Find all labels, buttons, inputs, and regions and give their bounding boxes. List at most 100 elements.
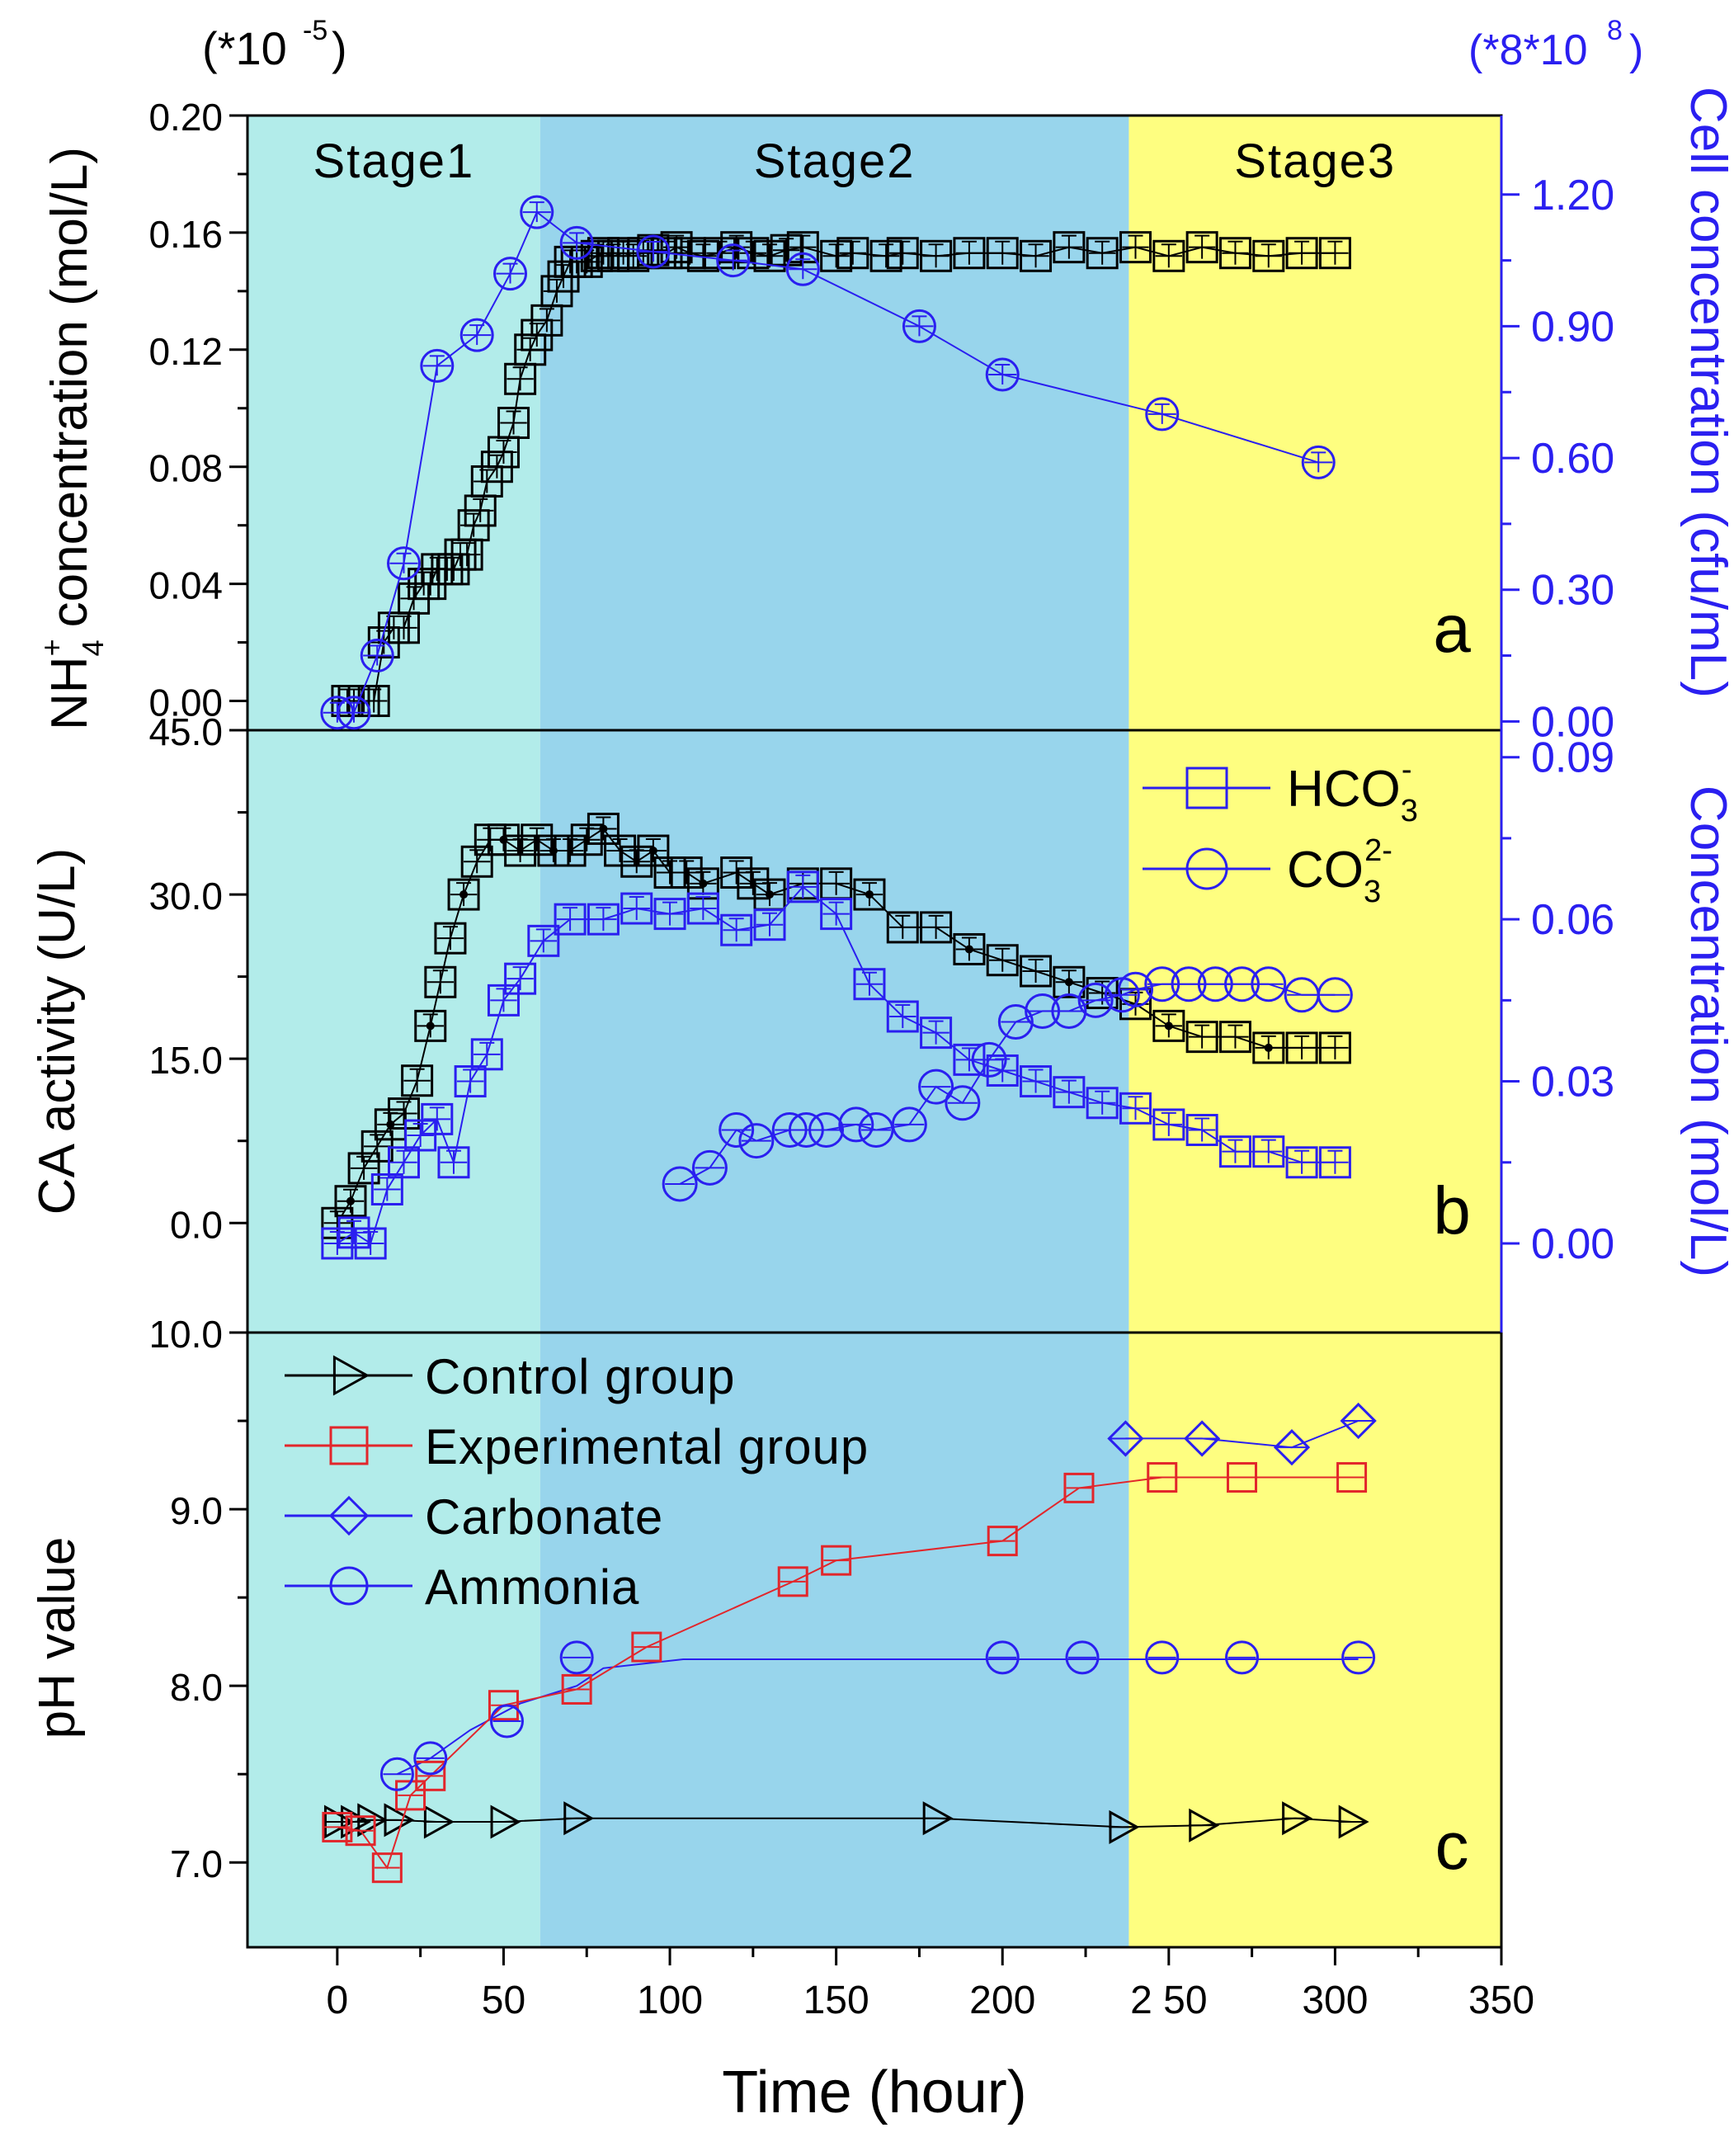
diamond-marker [328,1495,370,1536]
scale-note-left-exponent: -5 [303,15,327,46]
square-marker [1218,1135,1251,1168]
square-marker [1318,1146,1351,1179]
circle-marker [662,1166,698,1202]
circle-marker [808,1111,845,1148]
circle-marker [413,1741,448,1776]
carbonate-series-line [1125,1420,1359,1449]
square-marker [1020,955,1053,988]
circle-marker [945,1085,981,1121]
ca-activity-dots [346,824,1273,1205]
cell-series [320,195,1336,730]
stage-label-3: Stage3 [1234,134,1396,188]
carbonate-series [1107,1402,1377,1466]
square-marker [434,922,467,955]
square-marker [617,239,650,272]
legend-c-label: Experimental group [425,1419,869,1474]
square-marker [1119,1092,1152,1125]
stage-3-background [1129,116,1501,1947]
square-marker [1119,231,1152,264]
square-marker [1318,237,1351,270]
square-marker [886,237,919,270]
left-tick-label-c: 8.0 [170,1666,223,1709]
ylabel-b: CA activity (U/L) [29,848,86,1215]
square-marker [488,1690,519,1721]
circle-marker [459,318,494,352]
circle-marker [360,639,394,673]
square-marker [620,845,653,878]
square-marker [869,239,902,272]
square-marker [686,892,719,925]
circle-marker [493,257,528,291]
diamond-marker [1184,1420,1221,1457]
square-marker [345,1815,376,1847]
left-tick-label-b: 45.0 [148,710,223,753]
square-marker [836,237,869,270]
triangle-marker [332,1355,370,1396]
x-tick-label: 100 [637,1979,703,2022]
circle-marker [636,234,671,269]
square-marker [986,1054,1019,1087]
left-tick-label-a: 0.16 [148,213,223,256]
square-marker [770,234,803,267]
circle-marker [337,696,371,730]
scale-note-left-close: ) [332,22,347,74]
x-tick-label: 350 [1468,1979,1534,2022]
circle-marker [918,1069,954,1105]
ca-dot [549,847,558,855]
square-marker [1063,1472,1095,1503]
right-tick-label-a: 0.30 [1531,567,1614,615]
circle-marker [1317,977,1353,1013]
legend-b-label: HCO3 - [1287,752,1418,828]
ca-dot [964,945,973,954]
square-marker [470,1038,503,1071]
legend-b-label-sup: - [1402,752,1412,787]
square-marker [1020,239,1053,272]
circle-marker [1145,397,1180,432]
control-series [323,1801,1369,1844]
ylabel-c: pH value [29,1537,86,1739]
square-marker [1185,1021,1218,1054]
panel-letter-a: a [1433,592,1471,667]
square-marker [404,1119,437,1152]
ylabel-a-main: NH [41,656,98,730]
square-marker [653,898,686,931]
square-marker [334,1185,367,1218]
square-marker [987,1526,1018,1557]
left-tick-label-a: 0.20 [148,96,223,139]
square-marker [820,239,853,272]
ca-dot [599,824,608,833]
left-tick-label-b: 0.0 [170,1203,223,1246]
square-marker [401,1064,434,1097]
square-marker [660,231,693,264]
square-marker [1252,1135,1285,1168]
square-marker [460,845,493,878]
right-tick-label-b: 0.06 [1531,896,1614,944]
circle-marker [420,348,455,383]
stage-1-background [247,116,540,1947]
circle-marker [379,1757,414,1791]
scale-note-right-exponent: 8 [1607,15,1623,46]
square-marker [322,1811,353,1842]
square-marker [986,237,1019,270]
square-marker [1252,1031,1285,1064]
square-marker [1218,1021,1251,1054]
experimental-series [322,1462,1368,1884]
ca-dot [648,847,657,855]
legend-c-label: Control group [425,1349,736,1404]
stage-label-2: Stage2 [754,134,916,188]
square-marker [820,898,853,931]
ca-dot [1264,1043,1273,1052]
ca-dot [499,835,508,844]
left-tick-label-a: 0.12 [148,330,223,373]
hco3-series [321,870,1351,1260]
circle-marker [1051,993,1087,1029]
square-marker [1086,977,1119,1010]
square-marker [737,237,770,270]
circle-marker [838,1106,874,1143]
ca-dot [459,890,469,899]
square-marker [753,239,786,272]
square-marker [414,1009,447,1042]
circle-marker [1117,971,1153,1007]
square-marker [853,878,886,911]
stage-label-1: Stage1 [313,134,474,188]
